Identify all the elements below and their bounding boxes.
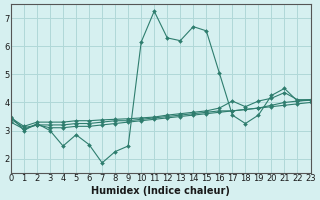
X-axis label: Humidex (Indice chaleur): Humidex (Indice chaleur) (91, 186, 230, 196)
